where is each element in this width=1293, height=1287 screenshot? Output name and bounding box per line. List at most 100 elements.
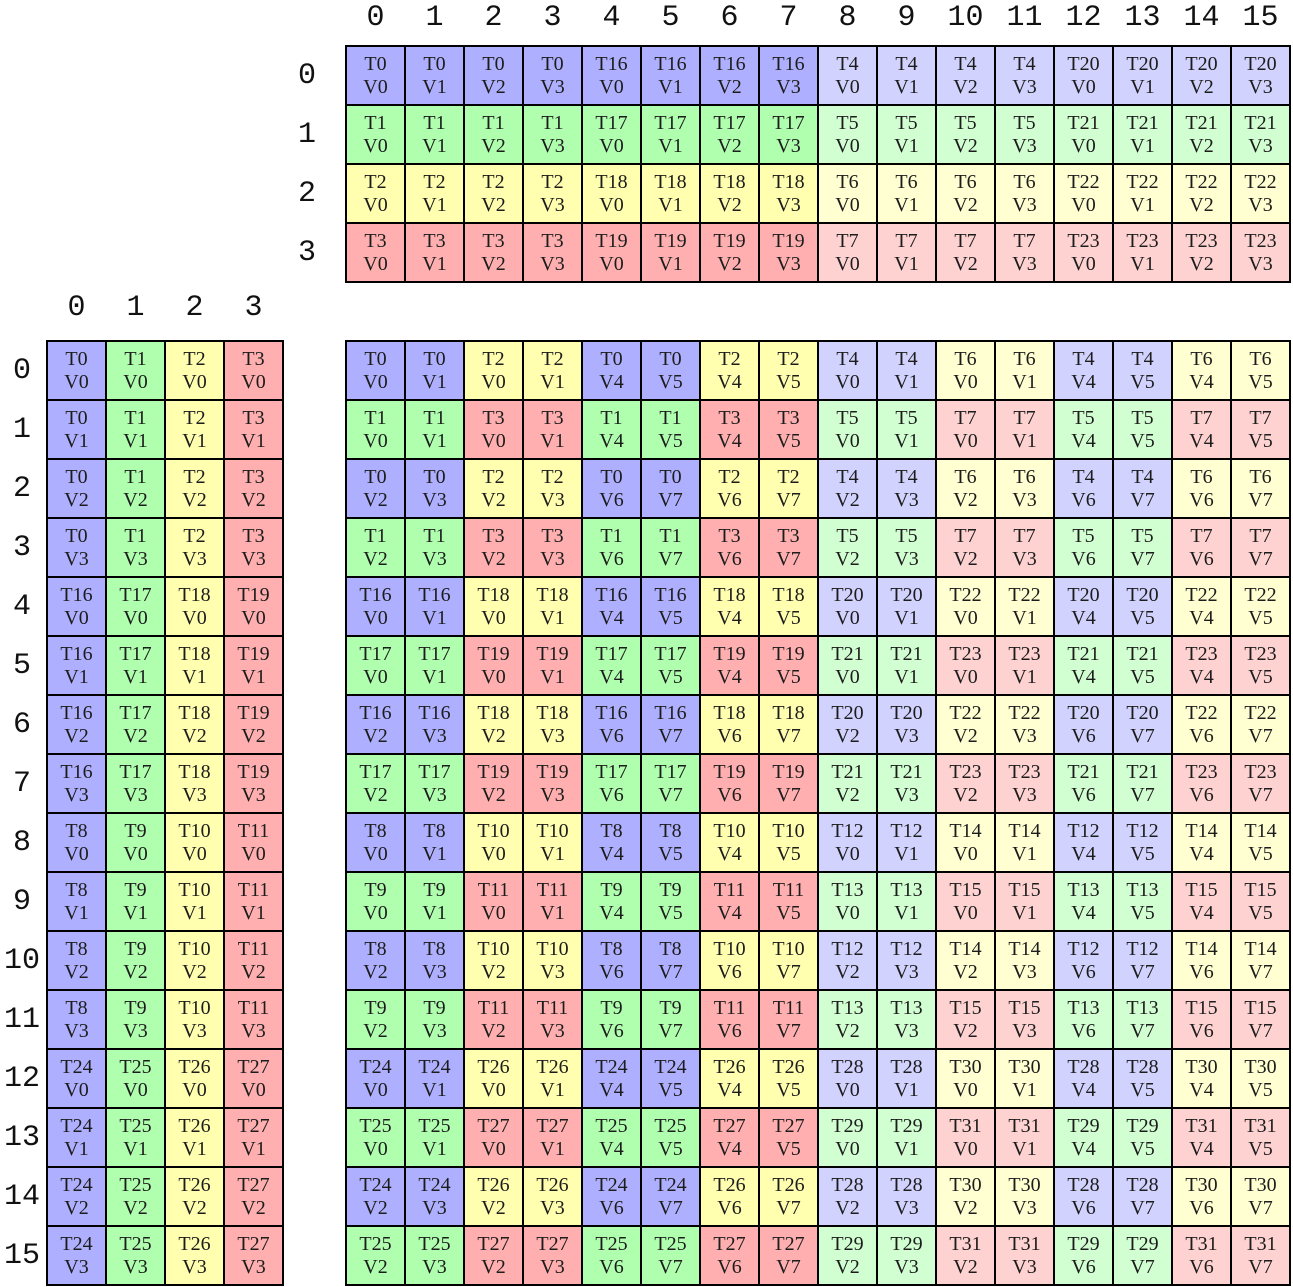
main-grid-cell-r9-c14-T15-V4: T15 V4: [1173, 873, 1230, 930]
main-grid-cell-r6-c13-T20-V7: T20 V7: [1114, 696, 1171, 753]
top-grid-cell-r0-c7-T16-V3: T16 V3: [760, 47, 817, 104]
main-grid-cell-r10-c5-T8-V7: T8 V7: [642, 932, 699, 989]
main-grid-cell-r4-c7-T18-V5: T18 V5: [760, 578, 817, 635]
left-grid-cell-r13-c0-T24-V1: T24 V1: [48, 1109, 105, 1166]
left-grid-cell-r11-c0-T8-V3: T8 V3: [48, 991, 105, 1048]
top-grid-cell-r0-c6-T16-V2: T16 V2: [701, 47, 758, 104]
main-grid-cell-r0-c13-T4-V5: T4 V5: [1114, 342, 1171, 399]
left-grid-cell-r2-c1-T1-V2: T1 V2: [107, 460, 164, 517]
main-grid-cell-r8-c15-T14-V5: T14 V5: [1232, 814, 1289, 871]
left-grid-cell-r13-c2-T26-V1: T26 V1: [166, 1109, 223, 1166]
main-grid-cell-r14-c15-T30-V7: T30 V7: [1232, 1168, 1289, 1225]
left-grid-cell-r0-c2-T2-V0: T2 V0: [166, 342, 223, 399]
top-grid-col-label-5: 5: [661, 1, 680, 35]
left-grid-cell-r13-c3-T27-V1: T27 V1: [225, 1109, 282, 1166]
top-grid-cell-r0-c0-T0-V0: T0 V0: [347, 47, 404, 104]
main-grid-cell-r0-c8-T4-V0: T4 V0: [819, 342, 876, 399]
main-grid-cell-r8-c6-T10-V4: T10 V4: [701, 814, 758, 871]
main-grid-cell-r2-c11-T6-V3: T6 V3: [996, 460, 1053, 517]
main-grid-cell-r10-c14-T14-V6: T14 V6: [1173, 932, 1230, 989]
main-grid-cell-r8-c0-T8-V0: T8 V0: [347, 814, 404, 871]
main-grid-cell-r0-c9-T4-V1: T4 V1: [878, 342, 935, 399]
main-grid-cell-r6-c0-T16-V2: T16 V2: [347, 696, 404, 753]
left-grid-cell-r3-c0-T0-V3: T0 V3: [48, 519, 105, 576]
left-grid-cell-r10-c2-T10-V2: T10 V2: [166, 932, 223, 989]
main-grid-cell-r3-c3-T3-V3: T3 V3: [524, 519, 581, 576]
main-grid-cell-r12-c4-T24-V4: T24 V4: [583, 1050, 640, 1107]
top-grid-col-label-1: 1: [425, 1, 444, 35]
left-grid-row-labels: 0 1 2 3 4 5 6 7 8 9 10 11 12 13 14 15: [0, 340, 44, 1286]
top-grid-col-label-12: 12: [1065, 1, 1102, 35]
top-grid-col-label-8: 8: [838, 1, 857, 35]
main-grid-cell-r2-c6-T2-V6: T2 V6: [701, 460, 758, 517]
main-grid-cell-r14-c4-T24-V6: T24 V6: [583, 1168, 640, 1225]
main-grid-cell-r0-c0-T0-V0: T0 V0: [347, 342, 404, 399]
main-grid-cell-r6-c11-T22-V3: T22 V3: [996, 696, 1053, 753]
main-grid-cell-r13-c6-T27-V4: T27 V4: [701, 1109, 758, 1166]
top-grid-cell-r2-c11-T6-V3: T6 V3: [996, 165, 1053, 222]
main-grid-cell-r12-c3-T26-V1: T26 V1: [524, 1050, 581, 1107]
top-grid-cell-r0-c11-T4-V3: T4 V3: [996, 47, 1053, 104]
left-grid-cell-r0-c3-T3-V0: T3 V0: [225, 342, 282, 399]
top-grid-col-label-4: 4: [602, 1, 621, 35]
main-grid-cell-r7-c11-T23-V3: T23 V3: [996, 755, 1053, 812]
left-grid-cell-r6-c0-T16-V2: T16 V2: [48, 696, 105, 753]
main-grid-cell-r15-c15-T31-V7: T31 V7: [1232, 1227, 1289, 1284]
left-grid-cell-r3-c3-T3-V3: T3 V3: [225, 519, 282, 576]
top-grid-cell-r0-c13-T20-V1: T20 V1: [1114, 47, 1171, 104]
main-grid-cell-r1-c7-T3-V5: T3 V5: [760, 401, 817, 458]
left-grid-row-label-0: 0: [12, 353, 31, 388]
main-grid-cell-r1-c8-T5-V0: T5 V0: [819, 401, 876, 458]
top-grid-col-labels: 0 1 2 3 4 5 6 7 8 9 10 11 12 13 14 15: [345, 0, 1291, 36]
main-grid-cell-r9-c12-T13-V4: T13 V4: [1055, 873, 1112, 930]
main-grid: T0 V0 T0 V1 T2 V0 T2 V1 T0 V4 T0 V5 T2 V4 T2 V5 T4 V0 T4 V1…: [345, 340, 1291, 1286]
main-grid-cell-r1-c9-T5-V1: T5 V1: [878, 401, 935, 458]
left-grid-row-label-12: 12: [3, 1061, 40, 1096]
main-grid-cell-r13-c10-T31-V0: T31 V0: [937, 1109, 994, 1166]
main-grid-cell-r2-c15-T6-V7: T6 V7: [1232, 460, 1289, 517]
main-grid-cell-r0-c10-T6-V0: T6 V0: [937, 342, 994, 399]
main-grid-cell-r1-c13-T5-V5: T5 V5: [1114, 401, 1171, 458]
main-grid-cell-r5-c15-T23-V5: T23 V5: [1232, 637, 1289, 694]
main-grid-cell-r3-c4-T1-V6: T1 V6: [583, 519, 640, 576]
left-grid-cell-r12-c3-T27-V0: T27 V0: [225, 1050, 282, 1107]
main-grid-cell-r4-c9-T20-V1: T20 V1: [878, 578, 935, 635]
main-grid-cell-r6-c1-T16-V3: T16 V3: [406, 696, 463, 753]
top-grid-cell-r2-c7-T18-V3: T18 V3: [760, 165, 817, 222]
main-grid-cell-r14-c3-T26-V3: T26 V3: [524, 1168, 581, 1225]
top-grid-cell-r2-c8-T6-V0: T6 V0: [819, 165, 876, 222]
left-grid-cell-r14-c0-T24-V2: T24 V2: [48, 1168, 105, 1225]
top-grid-cell-r1-c11-T5-V3: T5 V3: [996, 106, 1053, 163]
main-grid-cell-r8-c3-T10-V1: T10 V1: [524, 814, 581, 871]
main-grid-cell-r9-c3-T11-V1: T11 V1: [524, 873, 581, 930]
left-grid-cell-r9-c1-T9-V1: T9 V1: [107, 873, 164, 930]
left-grid-col-label-3: 3: [244, 291, 263, 325]
main-grid-cell-r9-c10-T15-V0: T15 V0: [937, 873, 994, 930]
main-grid-cell-r4-c14-T22-V4: T22 V4: [1173, 578, 1230, 635]
main-grid-cell-r5-c3-T19-V1: T19 V1: [524, 637, 581, 694]
main-grid-cell-r11-c10-T15-V2: T15 V2: [937, 991, 994, 1048]
main-grid-cell-r9-c9-T13-V1: T13 V1: [878, 873, 935, 930]
main-grid-cell-r6-c7-T18-V7: T18 V7: [760, 696, 817, 753]
main-grid-cell-r14-c14-T30-V6: T30 V6: [1173, 1168, 1230, 1225]
left-grid-row-label-15: 15: [3, 1238, 40, 1273]
main-grid-cell-r1-c2-T3-V0: T3 V0: [465, 401, 522, 458]
left-grid-row-label-5: 5: [12, 648, 31, 683]
main-grid-cell-r7-c2-T19-V2: T19 V2: [465, 755, 522, 812]
top-grid-cell-r3-c11-T7-V3: T7 V3: [996, 224, 1053, 281]
main-grid-cell-r5-c11-T23-V1: T23 V1: [996, 637, 1053, 694]
main-grid-cell-r13-c13-T29-V5: T29 V5: [1114, 1109, 1171, 1166]
main-grid-cell-r8-c1-T8-V1: T8 V1: [406, 814, 463, 871]
top-grid-col-label-11: 11: [1006, 1, 1043, 35]
main-grid-cell-r6-c12-T20-V6: T20 V6: [1055, 696, 1112, 753]
top-grid-cell-r3-c7-T19-V3: T19 V3: [760, 224, 817, 281]
main-grid-cell-r11-c6-T11-V6: T11 V6: [701, 991, 758, 1048]
main-grid-cell-r9-c5-T9-V5: T9 V5: [642, 873, 699, 930]
main-grid-cell-r3-c5-T1-V7: T1 V7: [642, 519, 699, 576]
main-grid-cell-r12-c10-T30-V0: T30 V0: [937, 1050, 994, 1107]
main-grid-cell-r3-c11-T7-V3: T7 V3: [996, 519, 1053, 576]
left-grid-cell-r10-c0-T8-V2: T8 V2: [48, 932, 105, 989]
left-grid-col-labels: 0 1 2 3: [46, 290, 284, 326]
main-grid-cell-r15-c11-T31-V3: T31 V3: [996, 1227, 1053, 1284]
top-grid-cell-r3-c12-T23-V0: T23 V0: [1055, 224, 1112, 281]
